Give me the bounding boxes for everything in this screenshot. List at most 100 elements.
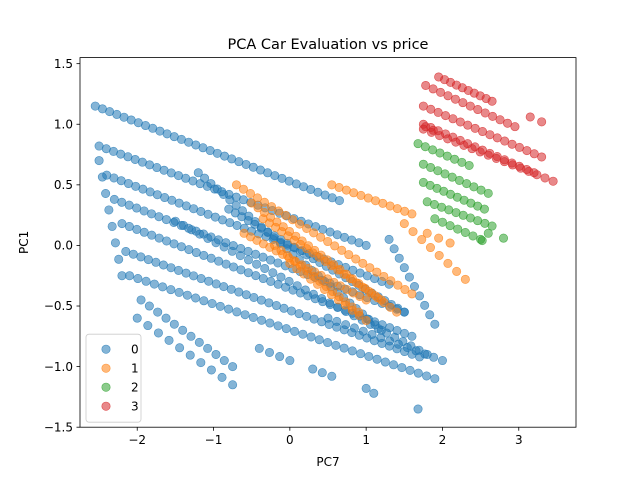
legend-item: 2: [101, 381, 139, 395]
data-point: [339, 343, 349, 353]
x-axis-label: PC7: [316, 455, 339, 469]
data-point: [499, 233, 509, 243]
data-point: [331, 340, 341, 350]
data-point: [529, 149, 539, 159]
data-point: [384, 234, 394, 244]
data-point: [418, 101, 428, 111]
data-point: [219, 282, 229, 292]
data-point: [193, 168, 203, 178]
data-point: [227, 246, 237, 256]
data-point: [164, 335, 174, 345]
data-point: [327, 371, 337, 381]
data-point: [443, 91, 453, 101]
data-point: [224, 304, 234, 314]
data-point: [228, 380, 238, 390]
data-point: [478, 127, 488, 137]
y-tick-label: 1.0: [54, 117, 73, 131]
data-point: [540, 173, 550, 183]
data-point: [314, 252, 324, 262]
data-point: [508, 160, 518, 170]
data-point: [445, 238, 455, 248]
data-point: [524, 166, 534, 176]
data-point: [421, 122, 431, 132]
data-point: [94, 156, 104, 166]
data-point: [219, 189, 229, 199]
x-tick-label: 1: [362, 433, 370, 447]
data-point: [491, 153, 501, 163]
data-point: [107, 221, 117, 231]
data-point: [370, 291, 380, 301]
data-point: [389, 244, 399, 254]
data-point: [257, 315, 267, 325]
y-axis-ticks: −1.5 −1.0 −0.5 0.0 0.5 1.0 1.5: [44, 57, 80, 434]
data-point: [407, 289, 417, 299]
x-axis-ticks: −2 −1 0 1 2 3: [128, 427, 523, 447]
data-point: [252, 259, 262, 269]
data-point: [468, 231, 478, 241]
data-point: [537, 117, 547, 127]
data-point: [254, 343, 264, 353]
data-point: [458, 98, 468, 108]
data-point: [271, 222, 281, 232]
data-point: [121, 246, 131, 256]
data-point: [314, 335, 324, 345]
data-point: [443, 258, 453, 268]
y-tick-label: 1.5: [54, 57, 73, 71]
data-point: [422, 371, 432, 381]
data-point: [247, 198, 257, 208]
chart-title: PCA Car Evaluation vs price: [228, 37, 429, 53]
data-point: [448, 114, 458, 124]
data-point: [144, 301, 154, 311]
data-point: [268, 268, 278, 278]
data-point: [139, 227, 149, 237]
data-point: [266, 276, 276, 286]
data-point: [361, 383, 371, 393]
legend-marker: [101, 363, 111, 373]
data-point: [333, 295, 343, 305]
data-point: [495, 115, 505, 125]
data-point: [253, 203, 263, 213]
data-point: [143, 321, 153, 331]
data-point: [510, 122, 520, 132]
data-point: [445, 221, 455, 231]
data-point: [275, 352, 285, 362]
data-point: [101, 189, 111, 199]
data-point: [364, 286, 374, 296]
data-point: [532, 170, 542, 180]
data-point: [176, 242, 186, 252]
data-point: [477, 236, 487, 246]
data-point: [117, 197, 127, 207]
legend-label: 2: [131, 381, 139, 395]
data-point: [260, 197, 270, 207]
data-point: [499, 157, 509, 167]
data-point: [295, 239, 305, 249]
data-point: [323, 338, 333, 348]
data-point: [281, 324, 291, 334]
data-point: [292, 281, 302, 291]
data-point: [236, 265, 246, 275]
data-point: [525, 112, 535, 122]
data-point: [483, 150, 493, 160]
data-point: [154, 233, 164, 243]
data-point: [189, 271, 199, 281]
data-point: [422, 228, 432, 238]
data-point: [136, 252, 146, 262]
data-point: [185, 350, 195, 360]
data-point: [302, 311, 312, 321]
data-point: [428, 84, 438, 94]
data-point: [411, 346, 421, 356]
data-point: [203, 343, 213, 353]
data-point: [341, 320, 351, 330]
legend-item: 1: [101, 362, 139, 376]
data-point: [258, 252, 268, 262]
y-tick-label: −1.0: [44, 360, 73, 374]
data-point: [133, 274, 143, 284]
data-point: [420, 349, 430, 359]
data-point: [211, 238, 221, 248]
data-point: [217, 372, 227, 382]
data-point: [397, 363, 407, 373]
data-point: [207, 299, 217, 309]
data-point: [347, 305, 357, 315]
data-point: [241, 290, 251, 300]
data-point: [323, 313, 333, 323]
